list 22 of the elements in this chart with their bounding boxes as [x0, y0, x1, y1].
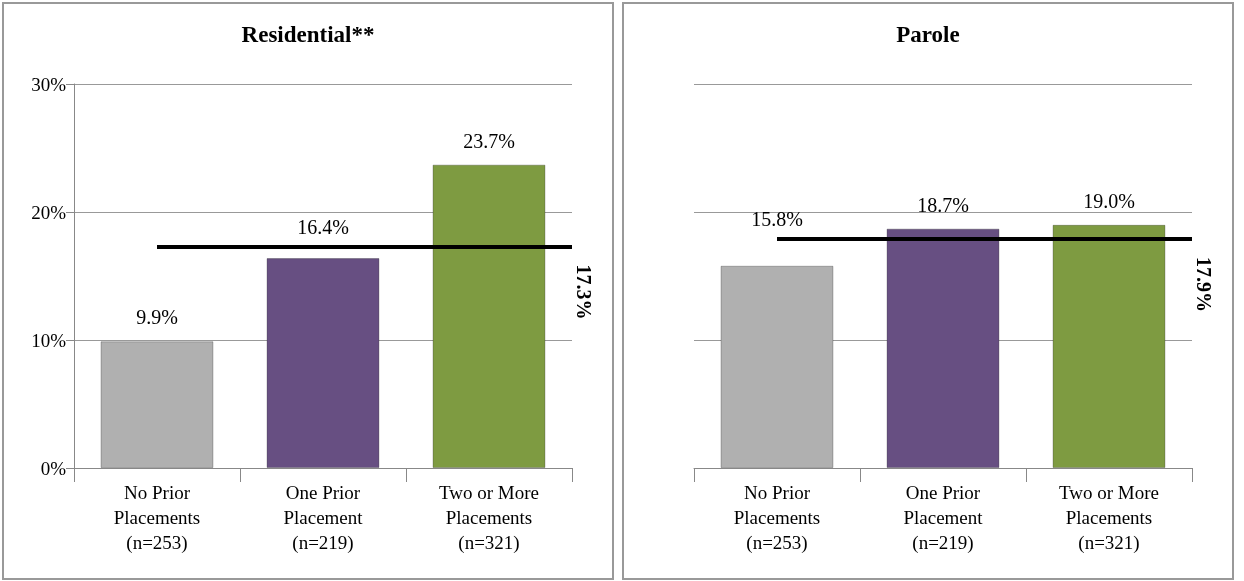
x-tick-label: One Prior Placement (n=219) — [283, 482, 364, 554]
y-tick-label: 10% — [31, 329, 67, 351]
data-label: 9.9% — [136, 306, 178, 329]
data-label: 18.7% — [917, 193, 969, 216]
x-tick-label: No Prior Placements (n=253) — [733, 482, 821, 554]
x-tick-label: One Prior Placement (n=219) — [903, 482, 984, 554]
y-tick-label: 30% — [31, 73, 67, 95]
bar — [266, 258, 380, 468]
x-tick-label: Two or More Placements (n=321) — [1059, 482, 1159, 554]
bar — [100, 341, 214, 468]
x-tick-label: No Prior Placements (n=253) — [113, 482, 201, 554]
data-label: 23.7% — [463, 129, 515, 152]
chart-title: Parole — [896, 22, 960, 47]
x-tick-label: Two or More Placements (n=321) — [439, 482, 539, 554]
ref-line-label: 17.3% — [573, 264, 595, 320]
data-label: 16.4% — [297, 215, 349, 238]
chart-title: Residential** — [241, 22, 375, 47]
y-tick-label: 20% — [31, 201, 67, 223]
data-label: 15.8% — [751, 207, 803, 230]
y-tick-label: 0% — [40, 457, 67, 479]
ref-line-label: 17.9% — [1193, 256, 1215, 312]
data-label: 19.0% — [1083, 189, 1135, 212]
